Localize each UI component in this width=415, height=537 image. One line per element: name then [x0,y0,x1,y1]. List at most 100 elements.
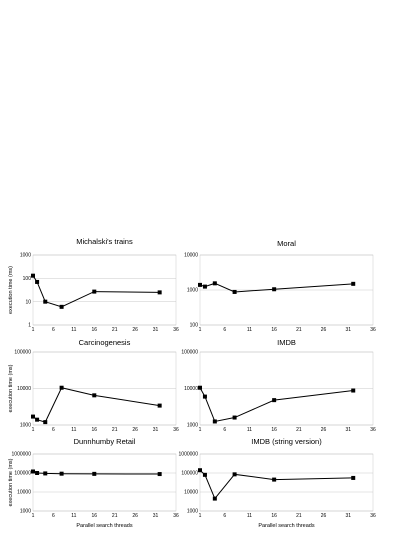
data-point [198,468,202,473]
x-tick-label: 26 [321,327,327,333]
y-tick-label: 100000 [181,350,198,356]
data-point [35,417,40,422]
data-point [35,279,40,284]
data-point [202,284,207,289]
series-line [32,471,160,475]
data-point [31,273,35,278]
x-tick-label: 16 [271,427,277,433]
data-point [272,287,277,292]
plot-frame [32,351,177,426]
x-tick-label: 21 [112,513,118,519]
x-tick-label: 26 [321,513,327,519]
series-line [32,387,160,423]
x-tick-label: 16 [271,327,277,333]
y-axis-label: execution time (ms) [8,364,14,412]
chart-title: IMDB [277,338,296,347]
x-tick-label: 31 [153,427,159,433]
data-point [59,304,64,309]
x-tick-label: 6 [223,327,226,333]
data-point [351,281,356,286]
x-tick-label: 26 [321,427,327,433]
data-point [232,289,237,294]
y-tick-label: 100 [190,323,199,329]
y-tick-label: 1000 [20,423,31,429]
x-tick-label: 21 [296,327,302,333]
y-tick-label: 1000 [187,423,198,429]
x-tick-label: 6 [223,513,226,519]
plot-frame [32,254,177,326]
y-tick-label: 10000 [184,386,198,392]
chart-title: Michalski's trains [76,237,133,246]
y-tick-label: 10000 [17,490,31,496]
y-tick-label: 1000 [20,509,31,515]
x-tick-label: 6 [52,327,55,333]
x-tick-label: 6 [52,427,55,433]
plot-frame [199,453,374,512]
x-tick-label: 36 [370,513,376,519]
x-tick-label: 31 [346,427,352,433]
data-point [198,385,202,390]
series-line [199,469,354,500]
y-axis-label: execution time (ms) [8,458,14,506]
x-tick-label: 31 [153,327,159,333]
x-axis-label: Parallel search threads [76,523,133,529]
x-tick-label: 36 [370,427,376,433]
x-tick-label: 1 [32,427,35,433]
x-tick-label: 36 [173,513,179,519]
x-tick-label: 36 [370,327,376,333]
x-tick-label: 21 [112,427,118,433]
data-point [31,469,35,474]
data-point [202,472,207,477]
x-tick-label: 1 [199,513,202,519]
x-tick-label: 21 [296,513,302,519]
chart-title: IMDB (string version) [251,437,322,446]
y-tick-label: 100000 [14,350,31,356]
x-tick-label: 16 [92,427,98,433]
data-point [272,398,277,403]
plot-frame [32,453,177,512]
data-point [43,299,48,304]
series-line [32,275,160,308]
x-axis-label: Parallel search threads [258,523,315,529]
y-tick-label: 100000 [181,471,198,477]
plot-frame [199,254,374,326]
x-tick-label: 21 [296,427,302,433]
x-tick-label: 16 [92,513,98,519]
data-point [198,282,202,287]
y-tick-label: 1000000 [12,452,32,458]
data-point [232,472,237,477]
x-tick-label: 26 [132,427,138,433]
chart-title: Carcinogenesis [79,338,131,347]
data-point [59,471,64,476]
y-tick-label: 1000000 [179,452,199,458]
y-tick-label: 1 [28,323,31,329]
y-tick-label: 10000 [184,490,198,496]
data-point [43,471,48,476]
data-point [272,477,277,482]
y-tick-label: 10000 [184,253,198,259]
series-line [199,387,354,423]
data-point [92,471,97,476]
data-point [35,471,40,475]
y-tick-label: 1000 [20,253,31,259]
x-tick-label: 1 [199,327,202,333]
y-axis-label: execution time (ms) [8,266,14,314]
x-tick-label: 6 [223,427,226,433]
x-tick-label: 26 [132,327,138,333]
x-tick-label: 11 [247,327,252,333]
x-tick-label: 16 [271,513,277,519]
series-line [199,282,354,293]
x-tick-label: 6 [52,513,55,519]
y-tick-label: 1000 [187,288,198,294]
data-point [43,420,48,425]
x-tick-label: 31 [346,327,352,333]
data-point [212,281,217,286]
data-point [212,496,217,501]
x-tick-label: 16 [92,327,98,333]
